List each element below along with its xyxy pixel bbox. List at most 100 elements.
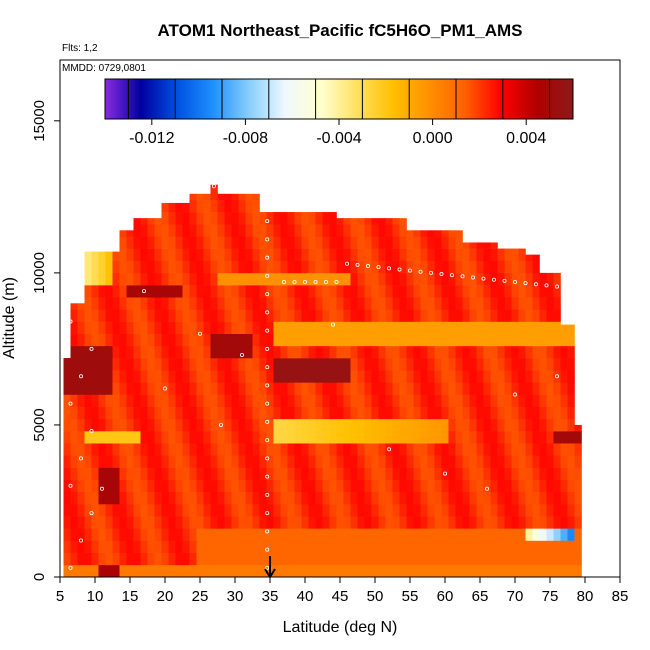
- heatmap-cell: [140, 528, 148, 541]
- heatmap-cell: [196, 528, 204, 541]
- heatmap-cell: [189, 272, 197, 286]
- heatmap-cell: [504, 370, 512, 383]
- heatmap-cell: [112, 455, 120, 468]
- heatmap-cell: [322, 212, 330, 225]
- heatmap-cell: [168, 467, 176, 480]
- heatmap-cell: [126, 309, 134, 322]
- heatmap-cell: [336, 491, 344, 505]
- heatmap-cell: [168, 297, 176, 310]
- heatmap-cell: [63, 358, 71, 371]
- heatmap-cell: [196, 455, 204, 468]
- heatmap-cell: [392, 218, 400, 225]
- heatmap-cell: [189, 443, 197, 456]
- heatmap-cell: [399, 285, 407, 298]
- heatmap-cell: [399, 504, 407, 517]
- heatmap-cell: [70, 443, 78, 456]
- heatmap-cell: [147, 333, 155, 347]
- heatmap-cell: [378, 370, 386, 383]
- heatmap-cell: [371, 248, 379, 262]
- heatmap-cell: [553, 552, 561, 566]
- heatmap-cell: [434, 285, 442, 298]
- heatmap-cell: [91, 431, 99, 444]
- heatmap-cell: [112, 382, 120, 395]
- heatmap-cell: [469, 552, 477, 566]
- heatmap-cell: [154, 516, 162, 529]
- heatmap-cell: [63, 431, 71, 444]
- heatmap-cell: [392, 370, 400, 383]
- heatmap-cell: [119, 297, 127, 310]
- heatmap-cell: [490, 406, 498, 420]
- heatmap-cell: [126, 333, 134, 347]
- heatmap-cell: [91, 455, 99, 468]
- heatmap-cell: [154, 218, 162, 225]
- x-tick-label: 75: [542, 588, 559, 605]
- heatmap-cell: [497, 260, 505, 274]
- heatmap-cell: [322, 528, 330, 541]
- heatmap-cell: [553, 297, 561, 310]
- heatmap-cell: [252, 236, 260, 249]
- heatmap-cell: [231, 564, 239, 577]
- heatmap-cell: [315, 418, 323, 432]
- heatmap-cell: [196, 285, 204, 298]
- heatmap-cell: [532, 418, 540, 432]
- heatmap-cell: [210, 248, 218, 262]
- heatmap-cell: [154, 504, 162, 517]
- heatmap-cell: [413, 467, 421, 480]
- heatmap-cell: [455, 516, 463, 529]
- heatmap-cell: [455, 467, 463, 480]
- heatmap-cell: [196, 333, 204, 347]
- heatmap-cell: [294, 248, 302, 262]
- heatmap-cell: [504, 528, 512, 541]
- heatmap-cell: [455, 333, 463, 347]
- heatmap-cell: [518, 406, 526, 420]
- heatmap-cell: [329, 418, 337, 432]
- heatmap-cell: [231, 504, 239, 517]
- heatmap-cell: [350, 272, 358, 286]
- heatmap-cell: [427, 491, 435, 505]
- heatmap-cell: [371, 504, 379, 517]
- heatmap-cell: [224, 272, 232, 286]
- track-point: [442, 471, 447, 476]
- heatmap-cell: [490, 242, 498, 249]
- heatmap-cell: [196, 309, 204, 322]
- heatmap-cell: [567, 552, 575, 566]
- heatmap-cell: [357, 552, 365, 566]
- heatmap-cell: [567, 443, 575, 456]
- track-point: [544, 283, 549, 288]
- heatmap-cell: [462, 443, 470, 456]
- heatmap-cell: [399, 443, 407, 456]
- heatmap-cell: [154, 455, 162, 468]
- heatmap-cell: [217, 272, 225, 286]
- heatmap-cell: [469, 564, 477, 577]
- heatmap-cell: [504, 358, 512, 371]
- heatmap-cell: [525, 516, 533, 529]
- heatmap-cell: [182, 479, 190, 493]
- heatmap-cell: [147, 418, 155, 432]
- heatmap-cell: [70, 504, 78, 517]
- heatmap-cell: [532, 358, 540, 371]
- heatmap-cell: [420, 528, 428, 541]
- heatmap-cell: [518, 431, 526, 444]
- heatmap-cell: [224, 431, 232, 444]
- heatmap-cell: [525, 467, 533, 480]
- heatmap-cell: [98, 285, 106, 298]
- heatmap-cell: [329, 540, 337, 553]
- heatmap-cell: [350, 358, 358, 371]
- heatmap-cell: [154, 406, 162, 420]
- heatmap-cell: [546, 443, 554, 456]
- heatmap-cell: [245, 479, 253, 493]
- heatmap-cell: [294, 455, 302, 468]
- heatmap-cell: [399, 272, 407, 286]
- heatmap-cell: [245, 212, 253, 225]
- heatmap-cell: [329, 552, 337, 566]
- heatmap-cell: [483, 260, 491, 274]
- track-point: [355, 262, 360, 267]
- heatmap-cell: [259, 394, 267, 407]
- heatmap-cell: [91, 251, 99, 262]
- heatmap-cell: [133, 479, 141, 493]
- heatmap-cell: [567, 479, 575, 493]
- heatmap-cell: [70, 491, 78, 505]
- heatmap-cell: [371, 345, 379, 359]
- heatmap-cell: [196, 370, 204, 383]
- heatmap-cell: [112, 467, 120, 480]
